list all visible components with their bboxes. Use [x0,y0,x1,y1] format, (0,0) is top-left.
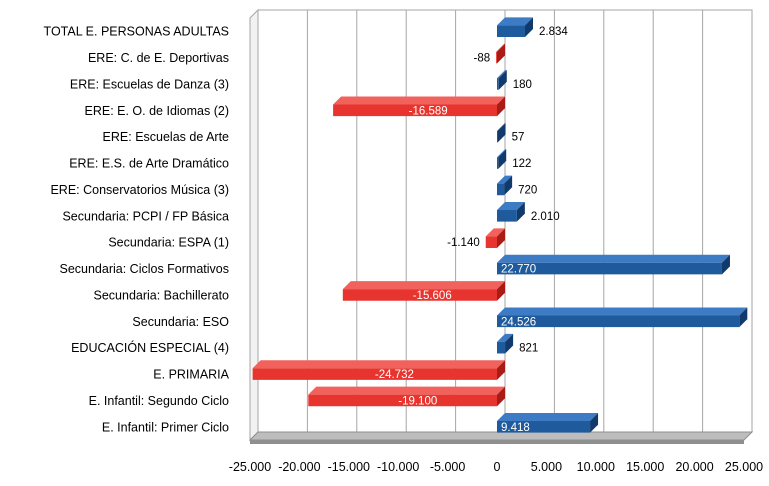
bar-side-face [721,254,730,275]
bar-top-face [496,43,505,52]
category-label: ERE: Escuelas de Danza (3) [70,77,229,91]
category-label: Secundaria: Bachillerato [94,288,230,302]
category-label: E. Infantil: Segundo Ciclo [89,394,229,408]
bar [333,104,497,117]
bar [497,421,591,433]
data-label: -1.140 [447,237,480,249]
data-label: -19.100 [398,395,437,407]
category-label: TOTAL E. PERSONAS ADULTAS [44,25,229,39]
bar [497,157,499,169]
bar [497,183,505,196]
bar [497,262,722,275]
category-label: Secundaria: Ciclos Formativos [59,262,229,276]
data-label: 9.418 [501,422,530,434]
category-label: ERE: C. de E. Deportivas [88,51,229,65]
bar [308,394,497,407]
x-tick-label: 10.000 [577,460,615,474]
category-label: ERE: Conservatorios Música (3) [50,183,229,197]
data-label: -88 [474,53,491,65]
data-label: 2.010 [531,211,560,223]
bar-top-face [497,149,507,158]
bar [252,368,497,380]
bar [497,341,506,354]
bar-top-face [497,202,525,211]
bar-side-face [524,17,533,37]
bar [497,25,525,37]
data-label: -16.589 [409,105,448,117]
bar-top-face [308,386,505,395]
bar-side-face [497,96,505,117]
category-label: ERE: Escuelas de Arte [103,130,230,144]
bar-side-face [505,333,514,354]
category-label: E. Infantil: Primer Ciclo [102,420,229,434]
bar [496,51,497,64]
bar-side-face [498,70,507,90]
bar-side-face [498,149,507,169]
bar-side-face [497,43,505,64]
bar [485,236,497,248]
category-label: ERE: E. O. de Idiomas (2) [85,104,230,118]
bar [342,289,497,301]
bar-side-face [497,122,506,143]
bar-top-face [252,360,505,369]
data-label: -24.732 [375,369,414,381]
chart-floor-edge [250,440,744,444]
bar-side-face [497,228,505,248]
category-label: EDUCACIÓN ESPECIAL (4) [71,340,229,355]
data-label: 2.834 [539,26,568,38]
data-label: 821 [519,343,538,355]
bar-side-face [590,413,599,433]
bar-side-face [516,202,525,222]
x-tick-label: -15.000 [328,460,370,474]
x-tick-label: -20.000 [278,460,320,474]
bar-top-face [497,175,513,184]
data-label: 24.526 [501,316,536,328]
bar-top-face [485,228,505,237]
x-tick-label: -25.000 [229,460,271,474]
x-tick-label: -5.000 [430,460,465,474]
bar-top-face [497,307,748,316]
bar [497,78,499,90]
category-label: Secundaria: ESPA (1) [108,236,229,250]
category-label: Secundaria: PCPI / FP Básica [62,209,229,223]
category-label: Secundaria: ESO [132,315,229,329]
x-tick-label: 0 [494,460,501,474]
bar-top-face [497,70,507,79]
bar-side-face [504,175,513,196]
bar [497,130,498,143]
data-label: 57 [512,132,525,144]
x-tick-label: 25.000 [725,460,763,474]
bar-top-face [497,413,599,422]
bar-top-face [342,281,505,290]
x-tick-label: -10.000 [377,460,419,474]
bar-side-face [497,386,505,407]
data-label: 180 [513,79,532,91]
bar-top-face [497,17,533,26]
data-label: 720 [518,184,537,196]
bar-top-face [333,96,505,105]
data-label: 22.770 [501,264,536,276]
bar-side-face [739,307,748,328]
x-tick-label: 20.000 [675,460,713,474]
data-label: 122 [512,158,531,170]
bar [497,315,740,328]
bar-top-face [497,333,514,342]
data-label: -15.606 [413,290,452,302]
category-label: E. PRIMARIA [153,368,229,382]
bar-side-face [497,281,505,301]
category-label: ERE: E.S. de Arte Dramático [69,157,229,171]
bar-top-face [497,122,506,131]
x-tick-label: 15.000 [626,460,664,474]
bar [497,210,517,222]
bar-top-face [497,254,730,263]
bar-side-face [497,360,505,380]
x-tick-label: 5.000 [531,460,562,474]
